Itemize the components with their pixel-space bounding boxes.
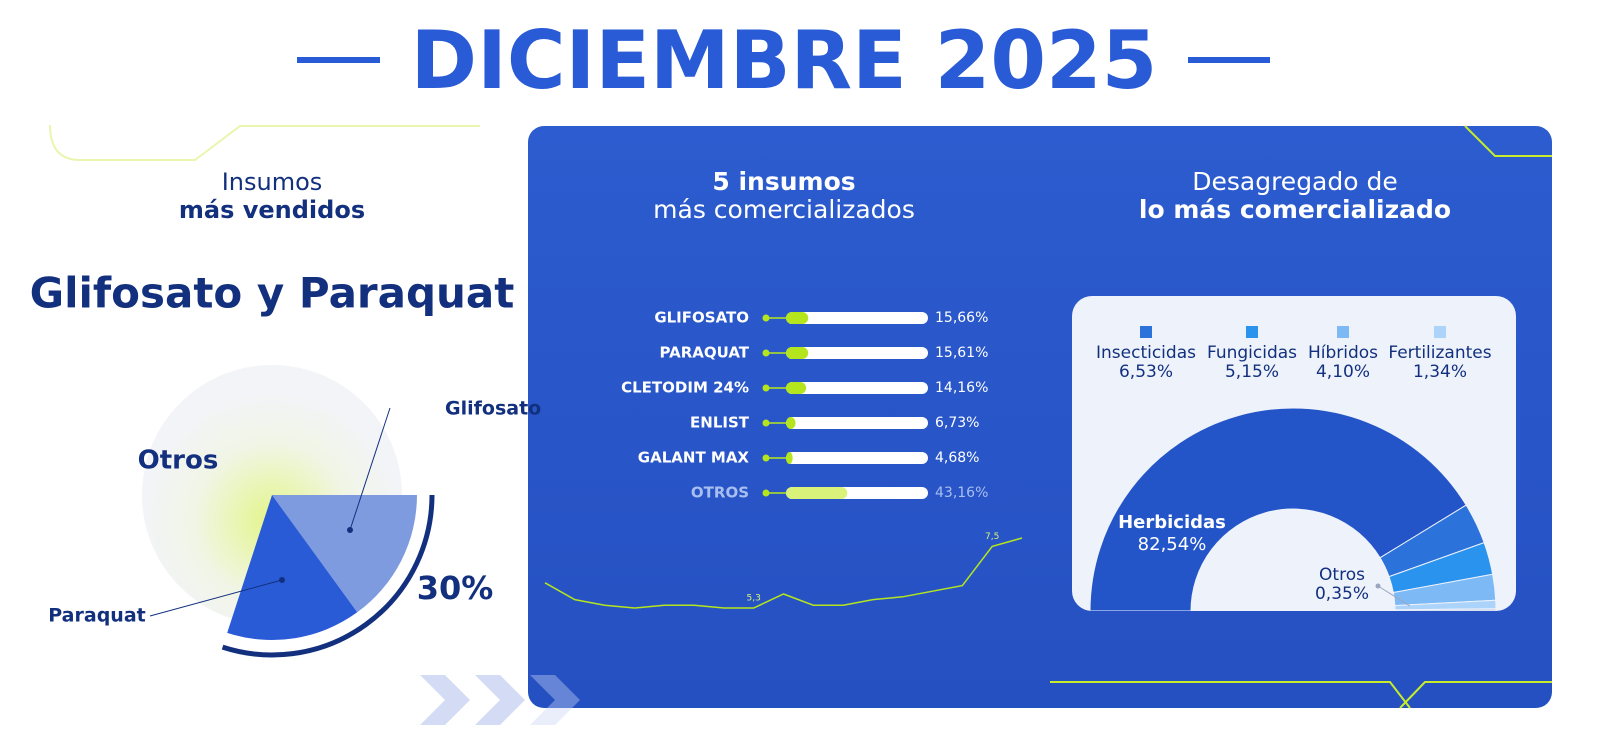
legend-swatch (1140, 326, 1152, 338)
donut-segment (1394, 608, 1497, 611)
bar-label: GLIFOSATO (654, 309, 749, 327)
bar-label: OTROS (691, 484, 749, 502)
right-heading: lo más comercializado (1139, 195, 1451, 224)
bar-value: 14,16% (935, 380, 988, 396)
leader-dot (347, 527, 353, 533)
bar-label: CLETODIM 24% (621, 379, 749, 397)
bar (786, 347, 809, 359)
leader-line (149, 579, 283, 617)
sparkline (544, 537, 1023, 609)
sparkline-label: 5,3 (747, 594, 761, 604)
bar (786, 382, 807, 394)
legend-label: Insecticidas (1096, 343, 1196, 363)
bar-label: GALANT MAX (638, 449, 750, 467)
pie-label: Glifosato (445, 398, 541, 420)
legend-label: Fungicidas (1207, 343, 1297, 363)
decor-line (1050, 681, 1411, 709)
decor-line (49, 124, 480, 161)
legend-swatch (1246, 326, 1258, 338)
pie-label: Paraquat (48, 605, 145, 627)
pie-total-arc (221, 494, 435, 658)
bar (786, 312, 809, 324)
donut-label: Otros (1319, 565, 1365, 585)
left-heading: más vendidos (179, 196, 365, 224)
pie-label: Otros (138, 446, 219, 476)
bar-track (786, 347, 928, 359)
bar (786, 487, 848, 499)
decor-line (1464, 125, 1552, 157)
bar-track (786, 452, 928, 464)
bar-label: PARAQUAT (659, 344, 749, 362)
pie-wedge (227, 495, 358, 640)
bar-track (786, 417, 928, 429)
bar-value: 15,66% (935, 310, 988, 326)
middle-heading: más comercializados (653, 195, 915, 224)
legend-label: Fertilizantes (1388, 343, 1491, 363)
leader-dot (279, 577, 285, 583)
bar-value: 15,61% (935, 345, 988, 361)
pie-total: 30% (417, 569, 494, 607)
chevrons (420, 675, 580, 725)
legend-value: 4,10% (1316, 362, 1370, 382)
middle-heading: 5 insumos (712, 167, 855, 196)
legend-swatch (1337, 326, 1349, 338)
right-heading: Desagregado de (1192, 167, 1398, 196)
bar-value: 4,68% (935, 450, 979, 466)
donut-value: 0,35% (1315, 584, 1369, 604)
bar-value: 43,16% (935, 485, 988, 501)
decor-line (1399, 681, 1552, 709)
legend-swatch (1434, 326, 1446, 338)
pie-wedge (272, 495, 417, 613)
legend-label: Híbridos (1308, 343, 1378, 363)
leader-dot (1375, 583, 1381, 589)
bar-track (786, 312, 928, 324)
legend-value: 6,53% (1119, 362, 1173, 382)
bar (786, 417, 796, 429)
leader-line (1377, 585, 1411, 607)
bar-label: ENLIST (690, 414, 750, 432)
donut-segment (1089, 407, 1467, 611)
bar (786, 452, 793, 464)
donut (1089, 407, 1497, 611)
legend-value: 5,15% (1225, 362, 1279, 382)
donut-label: Herbicidas (1118, 512, 1226, 533)
leader-line (349, 407, 391, 531)
left-subtitle: Glifosato y Paraquat (30, 269, 515, 318)
bar-value: 6,73% (935, 415, 979, 431)
left-heading: Insumos (222, 168, 323, 196)
bar-track (786, 382, 928, 394)
donut-value: 82,54% (1138, 534, 1207, 555)
legend-value: 1,34% (1413, 362, 1467, 382)
page-title: DICIEMBRE 2025 (411, 14, 1158, 107)
sparkline-label: 7,5 (985, 532, 999, 542)
